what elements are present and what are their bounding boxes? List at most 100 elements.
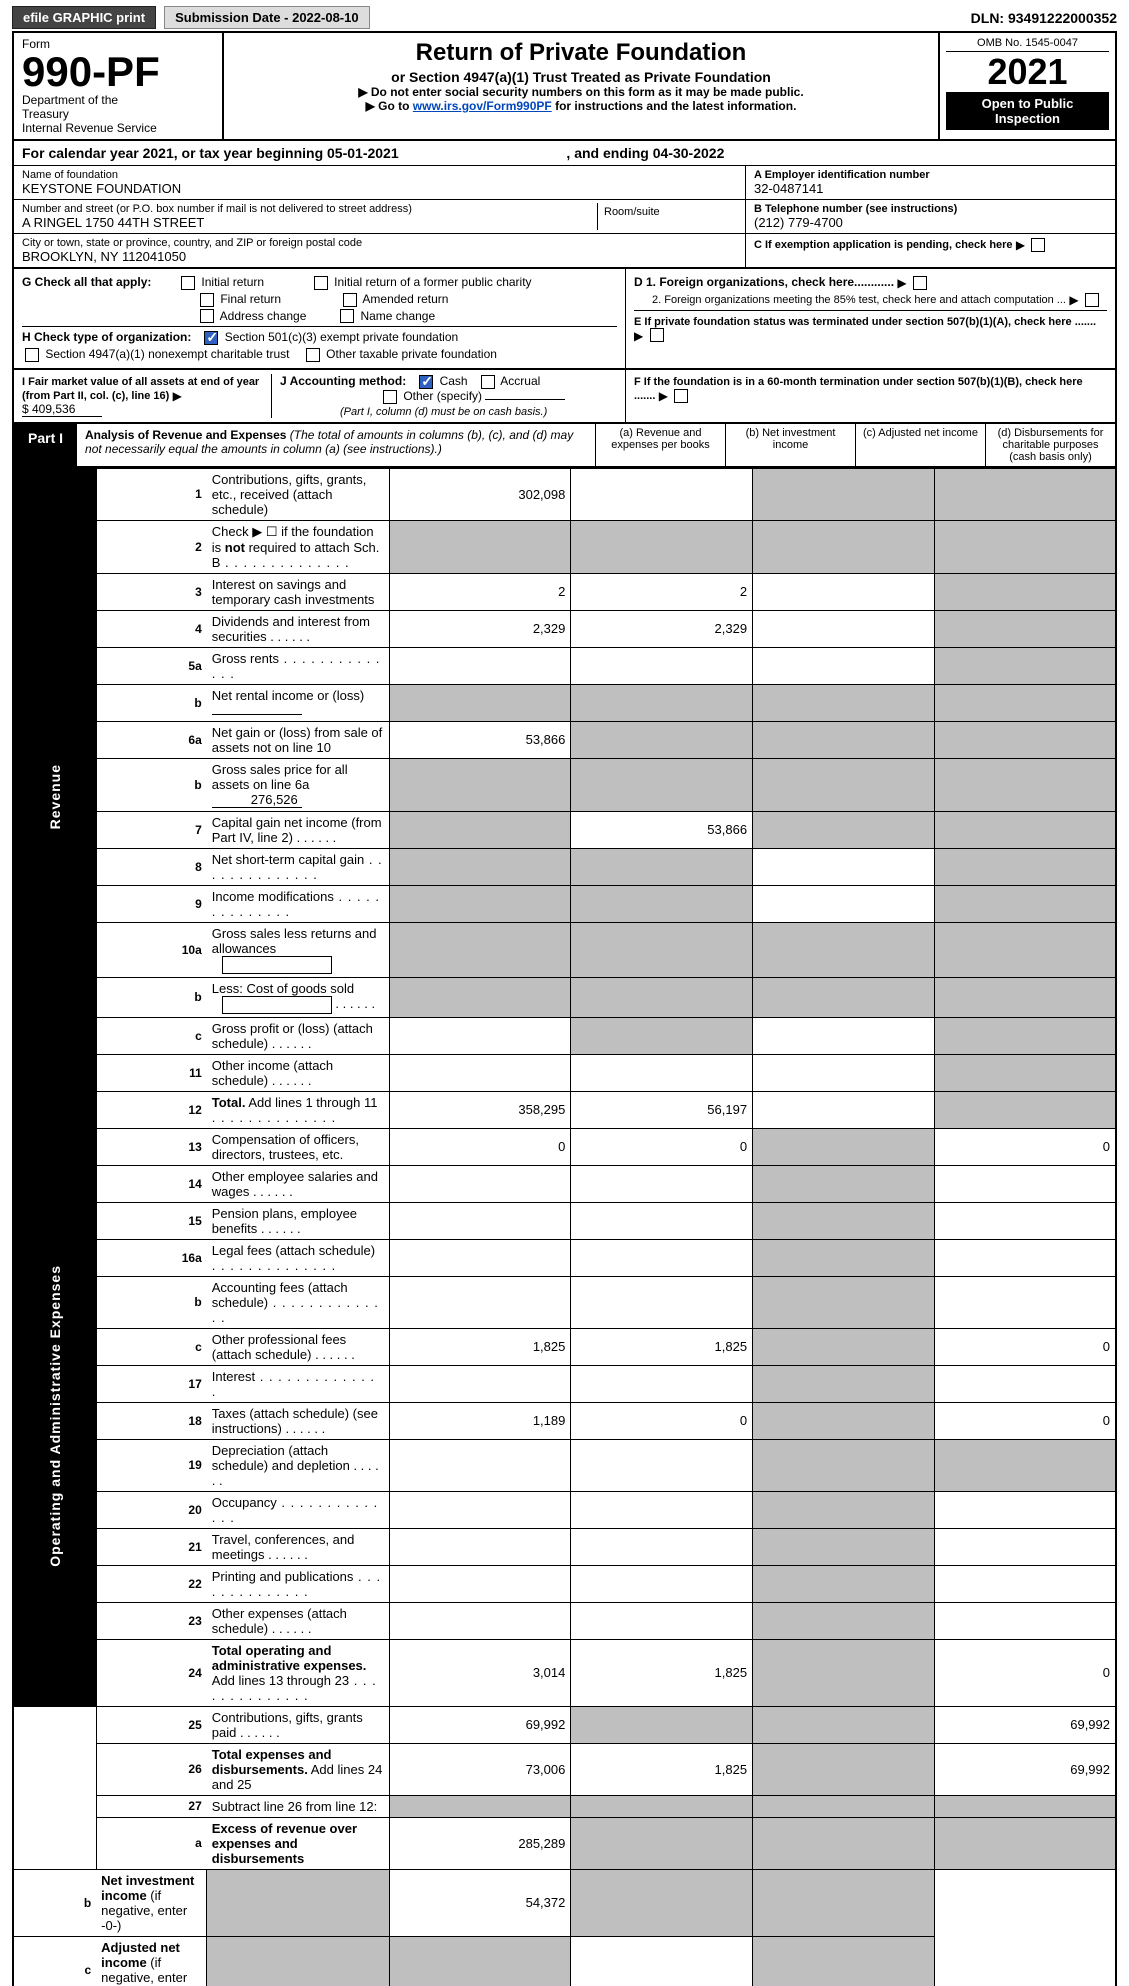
open-public-1: Open to Public (948, 96, 1107, 111)
g-address-change[interactable] (200, 309, 214, 323)
j-other[interactable] (383, 390, 397, 404)
room-label: Room/suite (604, 206, 731, 218)
part-1-header: Part I Analysis of Revenue and Expenses … (12, 424, 1117, 468)
f-checkbox[interactable] (674, 389, 688, 403)
table-row: 3Interest on savings and temporary cash … (13, 573, 1116, 610)
table-row: 5aGross rents (13, 647, 1116, 684)
table-row: 16aLegal fees (attach schedule) (13, 1239, 1116, 1276)
table-row: bLess: Cost of goods sold (13, 977, 1116, 1017)
street-address: A RINGEL 1750 44TH STREET (22, 215, 597, 230)
table-row: cOther professional fees (attach schedul… (13, 1328, 1116, 1365)
table-row: 8Net short-term capital gain (13, 848, 1116, 885)
dept-line-2: Treasury (22, 107, 214, 121)
table-row: 22Printing and publications (13, 1565, 1116, 1602)
h-4947[interactable] (25, 348, 39, 362)
j-cash[interactable] (419, 375, 433, 389)
table-row: 18Taxes (attach schedule) (see instructi… (13, 1402, 1116, 1439)
e-checkbox[interactable] (650, 328, 664, 342)
g-opt-4: Amended return (362, 292, 448, 306)
entity-info-block: Name of foundation KEYSTONE FOUNDATION N… (12, 166, 1117, 269)
table-row: 15Pension plans, employee benefits (13, 1202, 1116, 1239)
col-c-header: (c) Adjusted net income (855, 424, 985, 466)
dept-line-3: Internal Revenue Service (22, 121, 214, 135)
g-label: G Check all that apply: (22, 275, 151, 289)
form-number: 990-PF (22, 51, 214, 93)
col-b-header: (b) Net investment income (725, 424, 855, 466)
h-opt-3: Other taxable private foundation (326, 347, 497, 361)
part-1-table: Revenue1Contributions, gifts, grants, et… (12, 468, 1117, 1986)
j-accrual-label: Accrual (500, 374, 540, 388)
table-row: 14Other employee salaries and wages (13, 1165, 1116, 1202)
g-initial-return[interactable] (181, 276, 195, 290)
table-row: 20Occupancy (13, 1491, 1116, 1528)
irs-link[interactable]: www.irs.gov/Form990PF (413, 99, 552, 113)
form-title: Return of Private Foundation (234, 39, 928, 67)
g-opt-2: Address change (220, 309, 307, 323)
omb-number: OMB No. 1545-0047 (946, 37, 1109, 52)
table-row: 7Capital gain net income (from Part IV, … (13, 811, 1116, 848)
j-note: (Part I, column (d) must be on cash basi… (280, 406, 547, 418)
table-row: 9Income modifications (13, 885, 1116, 922)
foundation-name: KEYSTONE FOUNDATION (22, 181, 737, 196)
col-a-header: (a) Revenue and expenses per books (595, 424, 725, 466)
part-1-tab: Part I (14, 424, 77, 466)
table-row: 4Dividends and interest from securities2… (13, 610, 1116, 647)
g-opt-5: Name change (360, 309, 435, 323)
d1-checkbox[interactable] (913, 276, 927, 290)
i-value: $ 409,536 (22, 402, 102, 417)
table-row: cAdjusted net income (if negative, enter… (13, 1936, 1116, 1986)
h-opt-1: Section 501(c)(3) exempt private foundat… (225, 330, 458, 344)
h-label: H Check type of organization: (22, 330, 191, 344)
h-opt-2: Section 4947(a)(1) nonexempt charitable … (45, 347, 289, 361)
ein-value: 32-0487141 (754, 181, 1107, 196)
part-1-title: Analysis of Revenue and Expenses (85, 428, 286, 442)
table-row: 26Total expenses and disbursements. Add … (13, 1743, 1116, 1795)
form-header: Form 990-PF Department of the Treasury I… (12, 31, 1117, 141)
city-state-zip: BROOKLYN, NY 112041050 (22, 249, 737, 264)
goto-pre: ▶ Go to (366, 99, 413, 113)
table-row: bNet rental income or (loss) (13, 684, 1116, 721)
j-other-label: Other (specify) (403, 389, 482, 403)
table-row: bAccounting fees (attach schedule) (13, 1276, 1116, 1328)
dln-label: DLN: 93491222000352 (971, 10, 1117, 26)
calendar-year-a: For calendar year 2021, or tax year begi… (22, 145, 399, 161)
g-initial-public[interactable] (314, 276, 328, 290)
d2-checkbox[interactable] (1085, 293, 1099, 307)
efile-print-button[interactable]: efile GRAPHIC print (12, 6, 156, 29)
city-label: City or town, state or province, country… (22, 237, 737, 249)
goto-post: for instructions and the latest informat… (552, 99, 797, 113)
c-checkbox[interactable] (1031, 238, 1045, 252)
table-row: 11Other income (attach schedule) (13, 1054, 1116, 1091)
h-501c3[interactable] (204, 331, 218, 345)
d2-label: 2. Foreign organizations meeting the 85%… (652, 294, 1066, 306)
addr-label: Number and street (or P.O. box number if… (22, 203, 597, 215)
j-accrual[interactable] (481, 375, 495, 389)
table-row: 21Travel, conferences, and meetings (13, 1528, 1116, 1565)
phone-value: (212) 779-4700 (754, 215, 1107, 230)
name-label: Name of foundation (22, 169, 737, 181)
f-label: F If the foundation is in a 60-month ter… (634, 376, 1083, 402)
table-row: cGross profit or (loss) (attach schedule… (13, 1017, 1116, 1054)
table-row: Revenue1Contributions, gifts, grants, et… (13, 468, 1116, 520)
h-other-taxable[interactable] (306, 348, 320, 362)
g-final-return[interactable] (200, 293, 214, 307)
g-opt-1: Final return (220, 292, 281, 306)
form-subtitle: or Section 4947(a)(1) Trust Treated as P… (234, 69, 928, 85)
g-name-change[interactable] (340, 309, 354, 323)
g-opt-0: Initial return (201, 275, 264, 289)
table-row: 6aNet gain or (loss) from sale of assets… (13, 721, 1116, 758)
c-label: C If exemption application is pending, c… (754, 239, 1013, 251)
ein-label: A Employer identification number (754, 169, 1107, 181)
submission-date-button[interactable]: Submission Date - 2022-08-10 (164, 6, 370, 29)
tax-year: 2021 (946, 54, 1109, 90)
g-amended[interactable] (343, 293, 357, 307)
table-row: 2Check ▶ ☐ if the foundation is not requ… (13, 520, 1116, 573)
j-label: J Accounting method: (280, 374, 406, 388)
table-row: aExcess of revenue over expenses and dis… (13, 1817, 1116, 1869)
i-arrow: ▶ (173, 389, 182, 403)
i-label: I Fair market value of all assets at end… (22, 376, 259, 402)
table-row: 12Total. Add lines 1 through 11358,29556… (13, 1091, 1116, 1128)
table-row: Operating and Administrative Expenses13C… (13, 1128, 1116, 1165)
g-opt-3: Initial return of a former public charit… (334, 275, 531, 289)
table-row: 23Other expenses (attach schedule) (13, 1602, 1116, 1639)
